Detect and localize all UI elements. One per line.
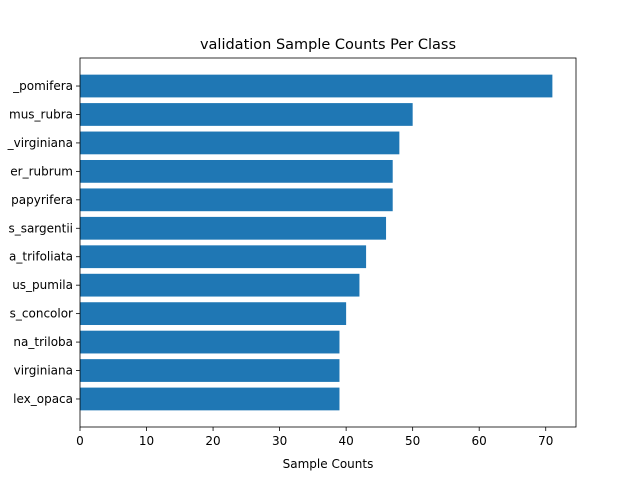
x-tick-label: 20 <box>205 434 220 448</box>
chart-title: validation Sample Counts Per Class <box>200 37 456 53</box>
bar-a-trifoliata <box>80 245 367 269</box>
bar-virginiana <box>80 359 340 382</box>
axes-layer: _pomifera mus_rubra _virginiana er_rubrumpa… <box>7 57 577 448</box>
bar-er-rubrum <box>80 159 393 183</box>
x-tick-label: 50 <box>405 434 420 448</box>
bar-virginiana <box>80 131 400 155</box>
x-tick-label: 70 <box>538 434 553 448</box>
bar-mus-rubra <box>80 103 413 126</box>
bar-s-sargentii <box>80 216 387 240</box>
y-tick-label: _virginiana <box>7 136 73 150</box>
y-tick-label: mus_rubra <box>9 107 73 121</box>
y-tick-label: a_trifoliata <box>9 250 73 264</box>
x-tick-label: 0 <box>76 434 84 448</box>
plot-frame <box>79 57 577 428</box>
bar-na-triloba <box>80 330 340 354</box>
x-tick-label: 10 <box>139 434 154 448</box>
y-tick-label: s_sargentii <box>8 221 73 235</box>
bar-papyrifera <box>80 188 393 212</box>
bar-pomifera <box>80 74 553 98</box>
y-tick-label: lex_opaca <box>13 392 73 406</box>
bar-s-concolor <box>80 302 347 326</box>
x-axis-title: Sample Counts <box>283 457 374 471</box>
x-tick-label: 40 <box>338 434 353 448</box>
bars-layer <box>80 74 553 411</box>
bar-lex-opaca <box>80 387 340 411</box>
y-tick-label: papyrifera <box>11 193 73 207</box>
y-tick-label: er_rubrum <box>10 164 73 178</box>
y-tick-label: virginiana <box>14 364 73 378</box>
x-tick-label: 60 <box>472 434 487 448</box>
y-tick-label: _pomifera <box>12 79 73 93</box>
x-tick-label: 30 <box>272 434 287 448</box>
y-tick-label: s_concolor <box>10 307 73 321</box>
bar-us-pumila <box>80 273 360 297</box>
y-tick-label: na_triloba <box>13 335 73 349</box>
y-tick-label: us_pumila <box>12 278 73 292</box>
